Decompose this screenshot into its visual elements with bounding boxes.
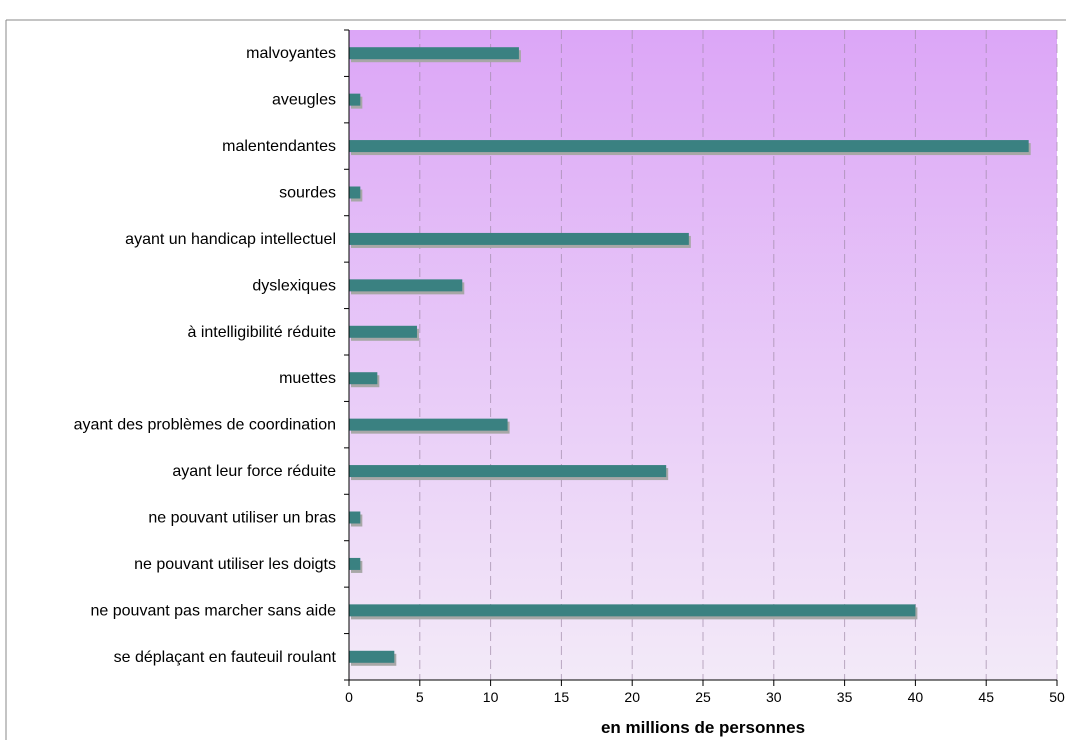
x-tick-label: 0 [345, 689, 353, 705]
x-axis-title: en millions de personnes [601, 718, 805, 737]
category-label: ne pouvant utiliser un bras [148, 510, 336, 527]
bar [349, 372, 378, 385]
category-label: ne pouvant utiliser les doigts [134, 556, 336, 573]
category-labels: malvoyantes aveugles malentendantes sourdes… [74, 45, 337, 666]
bar [349, 93, 361, 106]
x-tick-label: 40 [908, 689, 924, 705]
grid-lines [419, 30, 1058, 680]
bar [349, 511, 361, 524]
x-tick-label: 5 [416, 689, 424, 705]
bar [349, 232, 689, 245]
category-label: ayant leur force réduite [172, 463, 336, 480]
category-label: sourdes [279, 185, 336, 202]
bar [349, 47, 519, 60]
x-tick-label: 25 [695, 689, 711, 705]
bar [349, 465, 667, 478]
category-label: ayant un handicap intellectuel [125, 231, 336, 248]
x-tick-label: 10 [483, 689, 499, 705]
bar [349, 604, 916, 617]
category-label: dyslexiques [252, 277, 336, 294]
x-tick-label: 30 [766, 689, 782, 705]
bar [349, 186, 361, 199]
category-label: ayant des problèmes de coordination [74, 417, 336, 434]
x-tick-label: 50 [1049, 689, 1065, 705]
x-tick-label: 15 [554, 689, 570, 705]
x-tick-label: 45 [978, 689, 994, 705]
bar [349, 650, 395, 663]
bar [349, 557, 361, 570]
category-label: malvoyantes [246, 45, 336, 62]
category-label: ne pouvant pas marcher sans aide [91, 602, 337, 619]
category-label: se déplaçant en fauteuil roulant [114, 649, 337, 666]
bars [349, 47, 1031, 666]
category-label: aveugles [272, 92, 336, 109]
category-label: à intelligibilité réduite [187, 324, 336, 341]
bar [349, 279, 463, 292]
category-label: malentendantes [222, 138, 336, 155]
bar [349, 140, 1029, 153]
x-axis: 0 5 10 15 20 25 30 35 40 45 50 [344, 29, 1065, 705]
bar [349, 325, 417, 338]
x-tick-label: 35 [837, 689, 853, 705]
x-tick-label: 20 [624, 689, 640, 705]
bar [349, 418, 508, 431]
category-label: muettes [279, 370, 336, 387]
